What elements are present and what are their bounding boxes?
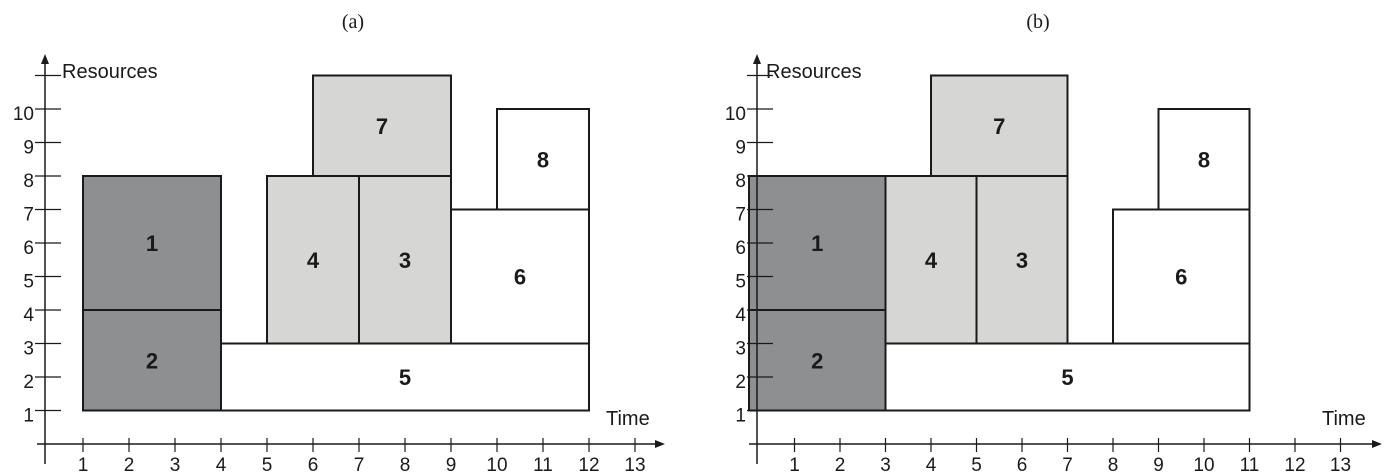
panel-b-task-5-label: 5	[1061, 365, 1073, 390]
panel-b-x-tick-label: 12	[1284, 455, 1305, 473]
panel-b-x-tick-label: 10	[1193, 455, 1214, 473]
panel-b-task-6-block	[1112, 208, 1251, 345]
panel-b-task-4-block	[884, 175, 978, 345]
panel-a-x-tick-label: 11	[533, 455, 553, 473]
panel-a-x-tick-label: 13	[624, 455, 645, 473]
panel-a-x-tick-label: 3	[170, 455, 181, 473]
panel-a-y-axis-arrow	[41, 54, 49, 64]
panel-a-x-tick-label: 1	[78, 455, 89, 473]
panel-b-x-tick-label: 2	[835, 455, 846, 473]
panel-b-x-tick-label: 11	[1240, 455, 1260, 473]
panel-a-y-tick-label: 8	[23, 171, 34, 192]
panel-b-y-tick-label: 9	[735, 138, 746, 159]
panel-a-x-axis-arrow	[655, 440, 665, 448]
panel-b-x-tick-label: 4	[926, 455, 937, 473]
panel-b-x-tick-label: 5	[971, 455, 982, 473]
panel-b-task-7-label: 7	[993, 114, 1005, 139]
panel-b-task-6-label: 6	[1175, 265, 1187, 290]
panel-a-task-2-label: 2	[146, 348, 158, 373]
panel-b-x-axis-label: Time	[1322, 408, 1366, 430]
panel-b-x-tick-label: 1	[789, 455, 800, 473]
panel-b-caption: (b)	[1026, 11, 1049, 33]
panel-b-task-4-label: 4	[925, 248, 938, 273]
panel-b-x-tick-label: 6	[1017, 455, 1028, 473]
panel-a-x-tick-label: 4	[216, 455, 227, 473]
panel-a-y-tick-label: 2	[23, 372, 34, 393]
panel-a-task-6-block	[450, 208, 590, 345]
panel-b-y-tick-label: 1	[735, 406, 746, 427]
panel-a-task-8-block	[496, 108, 590, 211]
panel-b-task-7-block	[930, 74, 1069, 177]
panel-b-x-tick-label: 9	[1153, 455, 1164, 473]
panel-b-y-tick-label: 7	[735, 205, 746, 226]
panel-a-task-4-label: 4	[307, 248, 320, 273]
panel-b-y-axis-label: Resources	[766, 61, 862, 83]
panel-a-x-tick-label: 10	[486, 455, 507, 473]
panel-a-task-7-label: 7	[376, 114, 388, 139]
panel-a-task-5-label: 5	[399, 365, 411, 390]
panel-a-x-tick-label: 2	[124, 455, 135, 473]
panel-b-y-tick-label: 3	[735, 339, 746, 360]
panel-b-task-3-block	[975, 175, 1069, 345]
panel-b-task-1-label: 1	[811, 231, 823, 256]
panel-b-x-axis-arrow	[1372, 440, 1382, 448]
panel-a-x-axis-label: Time	[606, 408, 650, 430]
panel-a-y-tick-label: 3	[23, 339, 34, 360]
panel-b-y-tick-label: 4	[735, 305, 746, 326]
panel-b-y-tick-label: 2	[735, 372, 746, 393]
panel-a-task-5-block	[220, 342, 590, 412]
panel-a-x-tick-label: 7	[354, 455, 365, 473]
panel-a-task-7-block	[312, 74, 452, 177]
panel-a-caption: (a)	[342, 11, 364, 33]
panel-a-x-tick-label: 9	[446, 455, 457, 473]
panel-a-y-tick-label: 6	[23, 238, 34, 259]
panel-a-y-tick-label: 10	[13, 104, 34, 125]
panel-a-x-tick-label: 5	[262, 455, 273, 473]
panel-a-x-tick-label: 8	[400, 455, 411, 473]
panel-b-x-tick-label: 8	[1108, 455, 1119, 473]
panel-a-task-2-block	[82, 309, 222, 412]
panel-a-task-3-label: 3	[399, 248, 411, 273]
panel-b-y-tick-label: 10	[725, 104, 746, 125]
panel-a-y-tick-label: 1	[23, 406, 34, 427]
panel-a-y-axis-label: Resources	[62, 61, 158, 83]
panel-b-x-tick-label: 13	[1330, 455, 1351, 473]
panel-b-task-3-label: 3	[1016, 248, 1028, 273]
panel-b-task-8-block	[1157, 108, 1251, 211]
panel-b-task-5-block	[884, 342, 1251, 412]
panel-a-y-tick-label: 4	[23, 305, 34, 326]
panel-b-y-axis-arrow	[753, 54, 761, 64]
panel-a-task-6-label: 6	[514, 265, 526, 290]
panel-a-y-tick-label: 5	[23, 272, 34, 293]
panel-b-x-tick-label: 3	[880, 455, 891, 473]
panel-a-x-tick-label: 12	[578, 455, 599, 473]
panel-b-task-2-block	[748, 309, 887, 412]
panel-b-y-tick-label: 8	[735, 171, 746, 192]
panel-a-y-tick-label: 9	[23, 138, 34, 159]
panel-a-task-8-label: 8	[537, 147, 549, 172]
panel-a-x-tick-label: 6	[308, 455, 319, 473]
panel-a-y-tick-label: 7	[23, 205, 34, 226]
panel-b-y-tick-label: 5	[735, 272, 746, 293]
panel-b-y-tick-label: 6	[735, 238, 746, 259]
panel-a-task-1-label: 1	[146, 231, 158, 256]
panel-b-task-8-label: 8	[1198, 147, 1210, 172]
panel-b-task-2-label: 2	[811, 348, 823, 373]
panel-a-task-1-block	[82, 175, 222, 311]
panel-b-x-tick-label: 7	[1062, 455, 1073, 473]
